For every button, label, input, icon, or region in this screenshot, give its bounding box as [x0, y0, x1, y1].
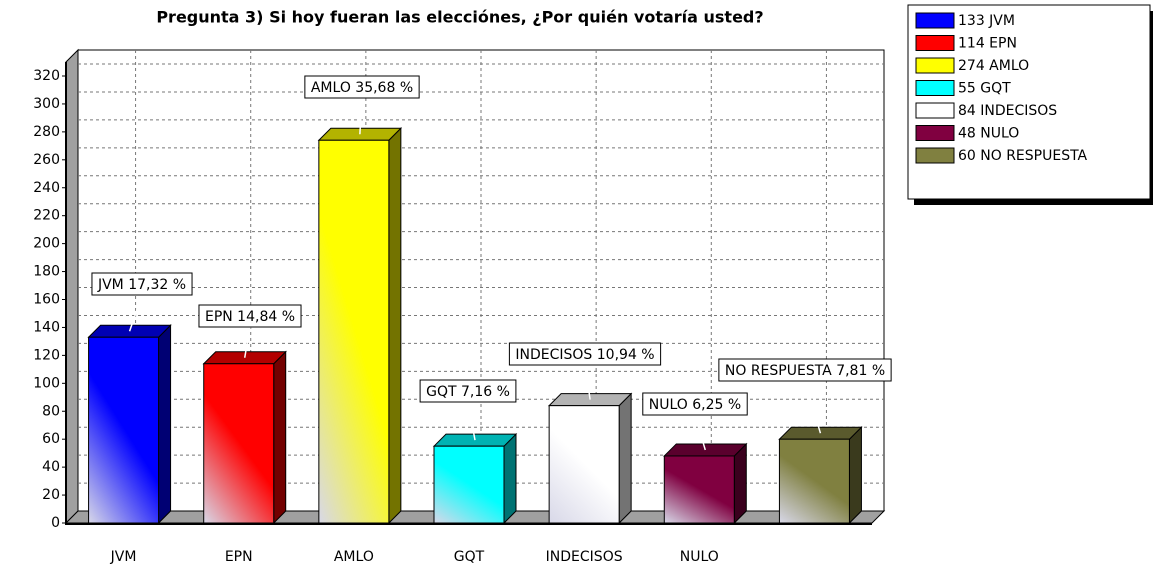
data-label-box: [508, 342, 662, 366]
y-tick-label: 140: [33, 319, 60, 335]
bar-side: [158, 324, 172, 525]
y-tick-label: 80: [42, 403, 60, 419]
x-tick-label: GQT: [454, 549, 485, 565]
legend-swatch: [915, 80, 955, 96]
label-connector: [128, 294, 143, 332]
label-connector: [359, 97, 363, 135]
data-label-box: [198, 304, 302, 328]
x-tick-label: JVM: [110, 549, 137, 565]
data-label: NO RESPUESTA 7,81 %: [725, 363, 885, 379]
x-tick-label: EPN: [225, 549, 253, 565]
bar-side: [618, 392, 632, 525]
y-tick-label: 120: [33, 347, 60, 363]
data-label: GQT 7,16 %: [426, 384, 510, 400]
x-tick-label: NULO: [680, 549, 719, 565]
y-tick-label: 20: [42, 487, 60, 503]
data-label: NULO 6,25 %: [649, 397, 741, 413]
label-connector: [694, 414, 707, 451]
y-tick-label: 300: [33, 96, 60, 112]
legend-label: 48 NULO: [958, 126, 1019, 142]
label-connector: [243, 326, 251, 358]
bar-side: [388, 127, 402, 525]
y-tick-label: 200: [33, 236, 60, 252]
bar-side: [848, 425, 862, 525]
data-label: AMLO 35,68 %: [311, 80, 413, 96]
bar: [778, 438, 850, 524]
data-label: JVM 17,32 %: [97, 277, 186, 293]
legend-swatch: [915, 102, 955, 119]
bar-side: [273, 350, 287, 525]
data-label-box: [642, 392, 748, 416]
legend-box: [907, 4, 1151, 200]
data-label: EPN 14,84 %: [205, 309, 295, 325]
legend-label: 60 NO RESPUESTA: [958, 148, 1088, 164]
bar-side: [733, 442, 747, 525]
legend-label: 274 AMLO: [958, 58, 1029, 74]
y-tick-label: 220: [33, 208, 60, 224]
legend-swatch: [915, 35, 955, 51]
legend-label: 84 INDECISOS: [958, 103, 1057, 119]
y-tick-label: 40: [42, 459, 60, 475]
bar: [548, 405, 620, 524]
x-tick-label: INDECISOS: [546, 549, 623, 565]
y-tick-label: 100: [33, 375, 60, 391]
label-connector: [584, 364, 591, 400]
y-tick-label: 260: [33, 152, 60, 168]
label-connector: [467, 401, 476, 441]
bar-side: [503, 432, 517, 525]
legend-swatch: [915, 125, 955, 141]
bar: [433, 445, 505, 524]
bar: [88, 336, 160, 524]
legend-swatch: [915, 147, 955, 164]
data-label-box: [419, 379, 517, 403]
data-label: INDECISOS 10,94 %: [515, 347, 654, 363]
legend-swatch: [915, 57, 955, 74]
bar: [318, 139, 390, 524]
y-tick-label: 60: [42, 431, 60, 447]
chart-title: Pregunta 3) Si hoy fueran las elecciónes…: [156, 8, 763, 27]
legend-label: 114 EPN: [958, 36, 1017, 52]
bar: [203, 363, 275, 524]
data-label-box: [304, 75, 420, 99]
y-tick-label: 180: [33, 264, 60, 280]
y-tick-label: 320: [33, 68, 60, 84]
data-label-box: [91, 272, 193, 296]
left-wall: [65, 48, 79, 525]
legend-label: 133 JVM: [958, 13, 1015, 29]
label-connector: [804, 380, 822, 434]
data-label-box: [718, 358, 892, 382]
legend-swatch: [915, 12, 955, 29]
x-tick-label: AMLO: [334, 549, 374, 565]
y-tick-label: 0: [51, 515, 60, 531]
y-tick-label: 280: [33, 124, 60, 140]
y-tick-label: 160: [33, 292, 60, 308]
y-tick-label: 240: [33, 180, 60, 196]
legend-label: 55 GQT: [958, 81, 1011, 97]
bar: [663, 455, 735, 524]
